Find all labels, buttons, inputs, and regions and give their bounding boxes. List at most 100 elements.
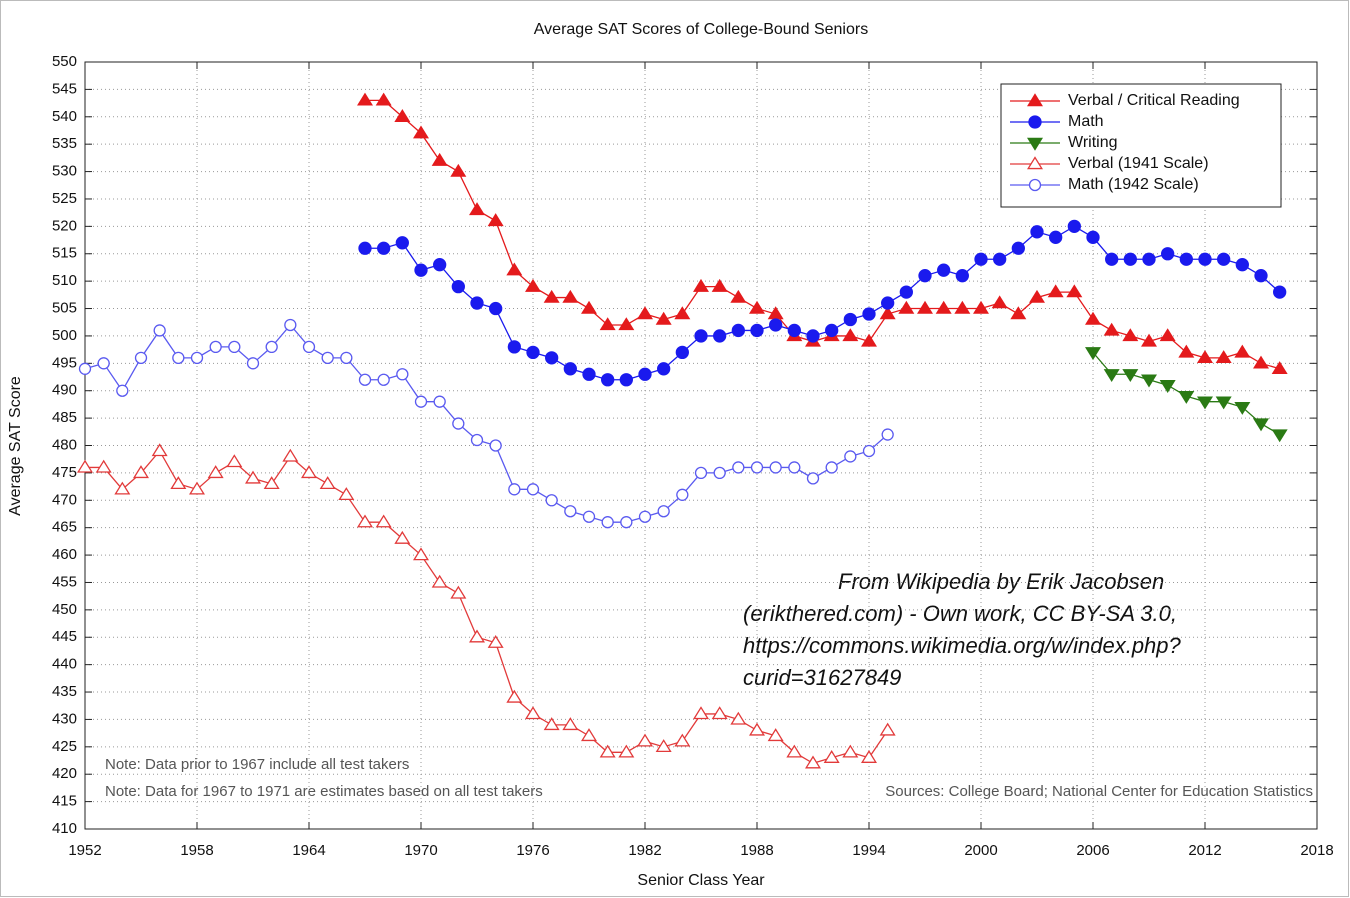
y-tick-label: 540 xyxy=(52,108,77,125)
point xyxy=(655,311,672,325)
point xyxy=(564,505,577,518)
point xyxy=(450,163,467,177)
point xyxy=(694,466,708,480)
point xyxy=(321,351,334,364)
point xyxy=(301,465,317,479)
point xyxy=(769,461,782,474)
x-tick-label: 2012 xyxy=(1188,842,1221,859)
point xyxy=(525,278,541,292)
point xyxy=(470,433,484,447)
point xyxy=(788,461,801,474)
point xyxy=(1235,258,1249,272)
point xyxy=(974,252,988,266)
point xyxy=(1049,230,1063,244)
y-tick-label: 435 xyxy=(52,683,77,700)
point xyxy=(506,262,523,276)
y-tick-label: 535 xyxy=(52,135,77,152)
x-tick-label: 1970 xyxy=(404,842,437,859)
point xyxy=(918,269,932,283)
point xyxy=(1253,418,1269,432)
point xyxy=(601,373,615,387)
point xyxy=(674,733,691,747)
y-tick-label: 440 xyxy=(52,656,77,673)
y-tick-label: 550 xyxy=(52,53,77,70)
point xyxy=(1179,252,1193,266)
point xyxy=(545,351,559,365)
point xyxy=(898,300,915,314)
note: Note: Data for 1967 to 1971 are estimate… xyxy=(105,783,543,800)
point xyxy=(489,301,503,316)
point xyxy=(1161,247,1175,261)
y-tick-label: 515 xyxy=(52,245,77,262)
y-tick-label: 525 xyxy=(52,190,77,207)
y-tick-label: 455 xyxy=(52,573,77,590)
point xyxy=(562,289,579,303)
point xyxy=(862,307,876,321)
point xyxy=(693,706,709,720)
point xyxy=(506,689,523,703)
point xyxy=(543,717,560,731)
point xyxy=(543,289,560,303)
legend-marker xyxy=(1027,137,1043,151)
y-tick-label: 410 xyxy=(52,820,77,837)
y-tick-label: 475 xyxy=(52,464,77,481)
point xyxy=(489,439,502,452)
point xyxy=(805,755,821,769)
y-tick-label: 465 xyxy=(52,519,77,536)
y-tick-label: 470 xyxy=(52,491,77,508)
point xyxy=(487,213,504,227)
point xyxy=(881,428,894,441)
point xyxy=(917,300,933,314)
x-tick-label: 1976 xyxy=(516,842,549,859)
y-tick-label: 520 xyxy=(52,217,77,234)
point xyxy=(413,125,429,139)
point xyxy=(375,514,392,528)
legend: Verbal / Critical Reading Math Writing Verb… xyxy=(1000,83,1282,208)
x-tick-label: 1988 xyxy=(740,842,773,859)
point xyxy=(861,750,877,763)
y-tick-label: 425 xyxy=(52,738,77,755)
x-tick-label: 2006 xyxy=(1076,842,1109,859)
point xyxy=(414,263,428,277)
point xyxy=(732,461,745,474)
point xyxy=(245,470,261,484)
point xyxy=(862,444,876,458)
point xyxy=(207,465,224,479)
series xyxy=(357,92,1288,375)
point xyxy=(1122,369,1139,383)
y-tick-label: 505 xyxy=(52,300,77,317)
point xyxy=(581,728,597,742)
point xyxy=(395,236,409,250)
x-tick-label: 1952 xyxy=(68,842,101,859)
point xyxy=(730,711,747,725)
point xyxy=(228,340,241,354)
point xyxy=(394,530,411,544)
point xyxy=(842,328,859,342)
legend-marker xyxy=(1028,178,1042,192)
point xyxy=(937,263,951,277)
x-tick-label: 2000 xyxy=(964,842,997,859)
point xyxy=(116,384,129,397)
x-tick-label: 2018 xyxy=(1300,842,1333,859)
point xyxy=(1030,225,1044,239)
point xyxy=(711,706,728,720)
point xyxy=(358,373,372,386)
point xyxy=(581,300,597,314)
point xyxy=(693,278,709,292)
point xyxy=(786,744,803,758)
point xyxy=(319,476,336,490)
point xyxy=(806,329,820,343)
point xyxy=(843,312,857,327)
point xyxy=(452,417,465,430)
point xyxy=(674,306,691,320)
point xyxy=(638,367,652,381)
point xyxy=(599,317,616,331)
point xyxy=(226,454,243,468)
point xyxy=(413,547,429,561)
point xyxy=(545,494,558,507)
point xyxy=(1123,252,1137,266)
legend-box xyxy=(1000,83,1282,208)
y-axis-label: Average SAT Score xyxy=(7,376,24,516)
legend-label: Verbal (1941 Scale) xyxy=(1068,155,1209,172)
point xyxy=(861,333,877,347)
